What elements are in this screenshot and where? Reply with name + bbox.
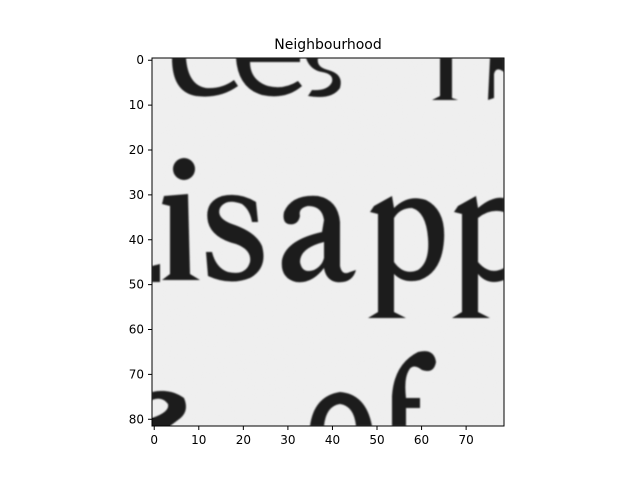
x-tick-label: 10	[191, 433, 206, 447]
glyph-p-1	[368, 196, 445, 318]
x-tick-label: 70	[458, 433, 473, 447]
y-tick-label: 60	[129, 323, 144, 337]
corner-blotch	[152, 418, 170, 426]
glyph-s	[206, 194, 264, 282]
y-tick-label: 80	[129, 412, 144, 426]
glyph-fragment-c	[172, 58, 238, 97]
x-tick-label: 60	[414, 433, 429, 447]
glyph-fragment-r	[488, 58, 504, 100]
plot-frame	[151, 57, 505, 427]
y-tick-label: 30	[129, 188, 144, 202]
x-axis: 0 10 20 30 40 50 60 70	[150, 426, 474, 447]
x-tick-label: 20	[236, 433, 251, 447]
glyph-fragment-h	[432, 58, 458, 100]
glyph-fragment-s	[306, 58, 341, 97]
x-tick-label: 40	[325, 433, 340, 447]
glyph-i	[162, 194, 200, 280]
y-tick-label: 10	[129, 98, 144, 112]
y-tick-label: 0	[136, 53, 144, 67]
glyph-f	[392, 351, 436, 426]
y-axis: 0 10 20 30 40 50 60 70 80	[129, 53, 152, 426]
glyph-fragment-left	[152, 264, 160, 282]
glyph-fragment-e	[236, 58, 302, 97]
chart-title: Neighbourhood	[274, 37, 381, 53]
x-tick-label: 0	[150, 433, 158, 447]
x-tick-label: 30	[280, 433, 295, 447]
glyph-p-2	[452, 196, 504, 318]
plot-area	[152, 58, 504, 426]
glyph-a	[281, 195, 356, 283]
glyph-fragment-s-bottom	[152, 390, 186, 426]
y-tick-label: 20	[129, 143, 144, 157]
y-tick-label: 50	[129, 278, 144, 292]
y-tick-label: 70	[129, 367, 144, 381]
scanned-text-image	[152, 58, 504, 426]
glyph-o	[310, 392, 372, 426]
glyph-dot-i	[173, 158, 195, 180]
x-tick-label: 50	[369, 433, 384, 447]
y-tick-label: 40	[129, 233, 144, 247]
